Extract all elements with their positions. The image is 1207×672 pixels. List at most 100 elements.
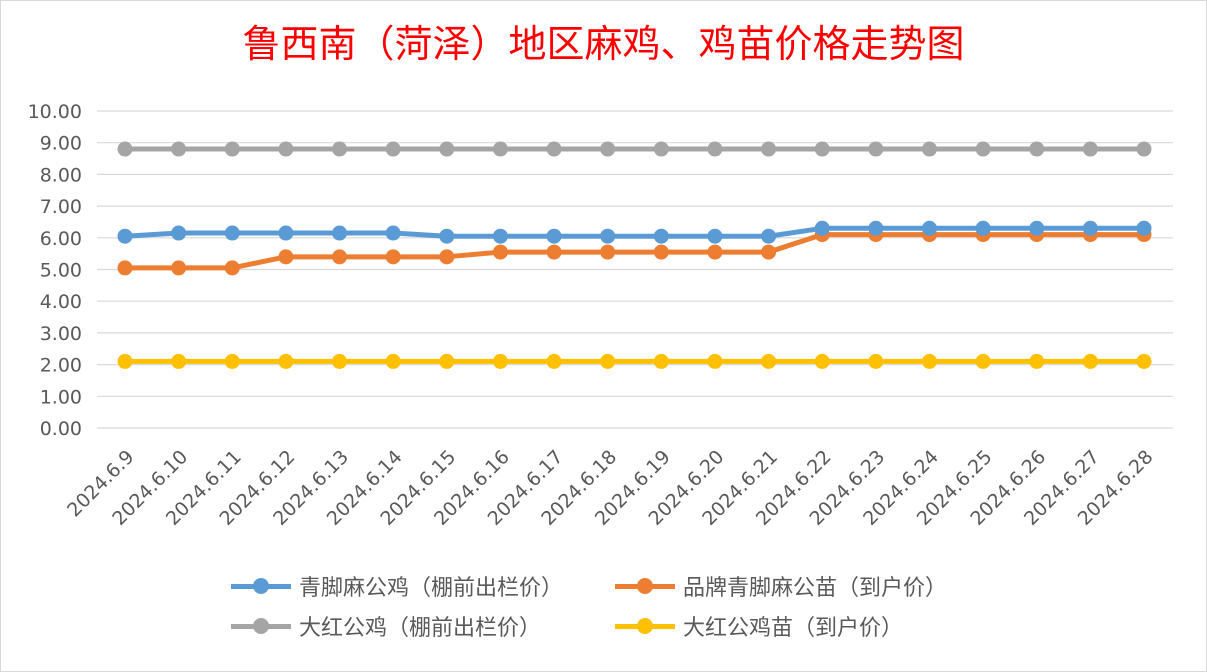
data-point[interactable] xyxy=(868,353,884,369)
chart-title: 鲁西南（菏泽）地区麻鸡、鸡苗价格走势图 xyxy=(242,22,965,66)
data-point[interactable] xyxy=(1029,353,1045,369)
data-point[interactable] xyxy=(439,228,455,244)
y-tick-label: 5.00 xyxy=(40,260,82,282)
data-point[interactable] xyxy=(385,225,401,241)
legend-item-series-4[interactable]: 大红公鸡苗（到户价） xyxy=(615,610,903,642)
data-point[interactable] xyxy=(1082,141,1098,157)
data-point[interactable] xyxy=(117,228,133,244)
data-point[interactable] xyxy=(546,353,562,369)
data-point[interactable] xyxy=(492,353,508,369)
data-point[interactable] xyxy=(761,244,777,260)
legend-swatch-series-2 xyxy=(615,576,675,596)
data-point[interactable] xyxy=(492,141,508,157)
data-point[interactable] xyxy=(600,353,616,369)
data-point[interactable] xyxy=(332,249,348,265)
legend-label-series-3: 大红公鸡（棚前出栏价） xyxy=(299,616,542,641)
line-chart: 0.00 1.00 2.00 3.00 4.00 5.00 6.00 7.00 8.00 9.00… xyxy=(28,101,1173,530)
data-point[interactable] xyxy=(332,225,348,241)
x-axis-tick-labels: 2024.6.92024.6.102024.6.112024.6.122024.… xyxy=(63,446,1157,530)
data-point[interactable] xyxy=(868,220,884,236)
data-point[interactable] xyxy=(600,141,616,157)
data-point[interactable] xyxy=(761,141,777,157)
series-line-1 xyxy=(122,225,1147,239)
data-point[interactable] xyxy=(278,249,294,265)
y-axis-tick-labels: 0.00 1.00 2.00 3.00 4.00 5.00 6.00 7.00 8.00 9.00… xyxy=(28,101,82,440)
data-point[interactable] xyxy=(921,353,937,369)
data-point[interactable] xyxy=(600,228,616,244)
legend-item-series-2[interactable]: 品牌青脚麻公苗（到户价） xyxy=(615,570,947,602)
data-point[interactable] xyxy=(546,228,562,244)
data-point[interactable] xyxy=(278,225,294,241)
legend-label-series-1: 青脚麻公鸡（棚前出栏价） xyxy=(299,576,564,601)
data-point[interactable] xyxy=(707,353,723,369)
data-point[interactable] xyxy=(761,353,777,369)
y-tick-label: 0.00 xyxy=(40,418,82,440)
data-point[interactable] xyxy=(224,225,240,241)
data-point[interactable] xyxy=(868,141,884,157)
data-point[interactable] xyxy=(707,141,723,157)
data-point[interactable] xyxy=(171,260,187,276)
series-3 xyxy=(117,141,1152,157)
data-point[interactable] xyxy=(332,141,348,157)
y-tick-label: 1.00 xyxy=(40,386,82,408)
data-point[interactable] xyxy=(385,249,401,265)
data-point[interactable] xyxy=(117,141,133,157)
y-tick-label: 4.00 xyxy=(40,291,82,313)
data-point[interactable] xyxy=(546,244,562,260)
data-point[interactable] xyxy=(921,141,937,157)
data-point[interactable] xyxy=(439,249,455,265)
data-point[interactable] xyxy=(1136,353,1152,369)
series-line-2 xyxy=(122,232,1147,271)
data-point[interactable] xyxy=(278,141,294,157)
legend-label-series-2: 品牌青脚麻公苗（到户价） xyxy=(683,576,948,601)
data-point[interactable] xyxy=(814,220,830,236)
data-point[interactable] xyxy=(814,141,830,157)
gridlines xyxy=(97,110,1173,429)
y-tick-label: 8.00 xyxy=(40,164,82,186)
data-point[interactable] xyxy=(1082,220,1098,236)
legend-item-series-3[interactable]: 大红公鸡（棚前出栏价） xyxy=(231,610,541,642)
data-point[interactable] xyxy=(492,244,508,260)
data-point[interactable] xyxy=(224,260,240,276)
data-point[interactable] xyxy=(171,141,187,157)
data-point[interactable] xyxy=(653,244,669,260)
legend-swatch-series-1 xyxy=(231,576,291,596)
data-point[interactable] xyxy=(439,141,455,157)
data-point[interactable] xyxy=(117,260,133,276)
data-point[interactable] xyxy=(385,141,401,157)
data-point[interactable] xyxy=(975,353,991,369)
data-point[interactable] xyxy=(653,141,669,157)
data-point[interactable] xyxy=(1029,141,1045,157)
data-point[interactable] xyxy=(707,244,723,260)
data-point[interactable] xyxy=(814,353,830,369)
data-point[interactable] xyxy=(1136,220,1152,236)
data-point[interactable] xyxy=(332,353,348,369)
data-point[interactable] xyxy=(171,353,187,369)
series-4 xyxy=(117,353,1152,369)
data-point[interactable] xyxy=(975,220,991,236)
series-lines xyxy=(117,141,1152,369)
legend-item-series-1[interactable]: 青脚麻公鸡（棚前出栏价） xyxy=(231,570,563,602)
data-point[interactable] xyxy=(761,228,777,244)
data-point[interactable] xyxy=(975,141,991,157)
data-point[interactable] xyxy=(385,353,401,369)
data-point[interactable] xyxy=(171,225,187,241)
legend-swatch-series-3 xyxy=(231,616,291,636)
data-point[interactable] xyxy=(1136,141,1152,157)
data-point[interactable] xyxy=(600,244,616,260)
data-point[interactable] xyxy=(1029,220,1045,236)
data-point[interactable] xyxy=(117,353,133,369)
data-point[interactable] xyxy=(492,228,508,244)
data-point[interactable] xyxy=(1082,353,1098,369)
data-point[interactable] xyxy=(653,228,669,244)
legend: 青脚麻公鸡（棚前出栏价） 品牌青脚麻公苗（到户价） 大红公鸡（棚前出栏价） 大红… xyxy=(1,566,1206,656)
data-point[interactable] xyxy=(224,141,240,157)
data-point[interactable] xyxy=(921,220,937,236)
data-point[interactable] xyxy=(546,141,562,157)
data-point[interactable] xyxy=(707,228,723,244)
data-point[interactable] xyxy=(278,353,294,369)
data-point[interactable] xyxy=(439,353,455,369)
data-point[interactable] xyxy=(224,353,240,369)
y-tick-label: 2.00 xyxy=(40,355,82,377)
data-point[interactable] xyxy=(653,353,669,369)
